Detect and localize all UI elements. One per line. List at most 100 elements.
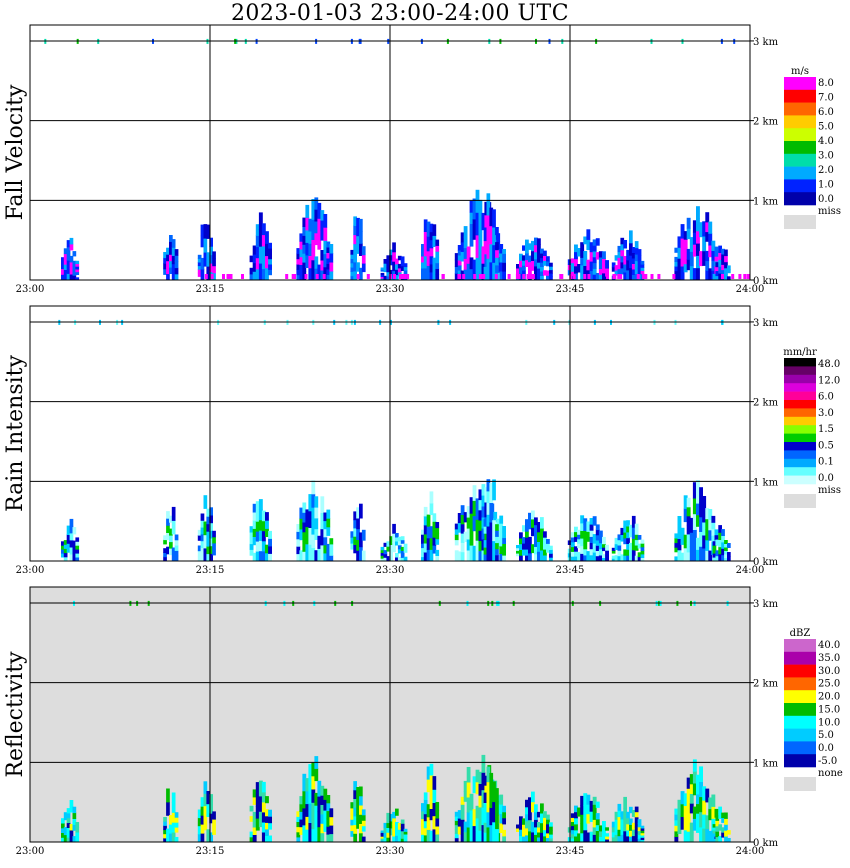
- echo-cell: [714, 256, 719, 262]
- echo-cell: [543, 823, 547, 831]
- echo-cell: [389, 269, 393, 276]
- echo-cell: [534, 834, 538, 843]
- echo-cell: [353, 527, 357, 537]
- echo-cell: [314, 496, 319, 508]
- echo-cell: [614, 811, 619, 820]
- echo-cell: [481, 212, 486, 231]
- echo-cell: [166, 546, 170, 555]
- echo-cell: [423, 243, 428, 257]
- echo-cell: [686, 497, 691, 508]
- echo-cell: [475, 817, 480, 831]
- ground-return: [229, 274, 233, 279]
- echo-cell: [483, 547, 488, 555]
- echo-cell: [423, 543, 428, 553]
- echo-cell: [258, 530, 263, 541]
- echo-cell: [674, 825, 679, 832]
- echo-cell: [457, 513, 462, 524]
- echo-cell: [481, 484, 486, 496]
- echo-cell: [589, 261, 594, 272]
- echo-cell: [460, 811, 465, 820]
- echo-cell: [212, 272, 216, 281]
- echo-cell: [296, 826, 301, 833]
- echo-cell: [423, 834, 428, 843]
- echo-cell: [206, 803, 211, 817]
- echo-cell: [302, 512, 307, 523]
- legend-swatch: [784, 458, 816, 468]
- echo-cell: [395, 822, 399, 830]
- echo-cell: [674, 556, 679, 562]
- echo-cell: [252, 528, 257, 537]
- echo-cell: [583, 542, 588, 550]
- echo-cell: [580, 249, 585, 258]
- legend-swatch: [784, 128, 816, 142]
- echo-cell: [426, 221, 431, 237]
- echo-cell: [586, 832, 591, 843]
- echo-cell: [692, 545, 697, 562]
- echo-cell: [252, 254, 257, 264]
- echo-cell: [580, 545, 585, 554]
- echo-cell: [249, 836, 254, 843]
- echo-cell: [705, 828, 710, 843]
- echo-cell: [543, 537, 547, 544]
- echo-cell: [314, 817, 319, 831]
- echo-cell: [212, 265, 216, 274]
- echo-cell: [326, 552, 331, 562]
- echo-cell: [383, 837, 388, 843]
- echo-cell: [457, 810, 462, 819]
- echo-cell: [626, 836, 630, 843]
- echo-cell: [386, 556, 391, 562]
- echo-cell: [724, 554, 728, 558]
- echo-cell: [329, 262, 334, 272]
- echo-cell: [483, 240, 488, 255]
- echo-cell: [534, 811, 538, 820]
- echo-cell: [617, 545, 622, 551]
- echo-cell: [174, 817, 179, 823]
- echo-cell: [598, 262, 603, 269]
- legend-unit: m/s: [791, 66, 809, 77]
- echo-cell: [598, 251, 603, 258]
- echo-cell: [486, 766, 491, 783]
- echo-cell: [302, 522, 307, 533]
- echo-cell: [171, 802, 176, 813]
- echo-cell: [489, 483, 494, 503]
- echo-cell: [674, 270, 679, 276]
- echo-cell: [463, 531, 468, 542]
- echo-cell: [577, 543, 581, 549]
- echo-cell: [699, 516, 703, 532]
- echo-cell: [702, 221, 707, 237]
- echo-cell: [519, 260, 523, 268]
- ground-return: [619, 274, 623, 279]
- echo-cell: [683, 547, 688, 562]
- echo-cell: [317, 218, 322, 235]
- echo-cell: [577, 529, 581, 535]
- echo-cell: [466, 263, 471, 281]
- echo-cell: [380, 555, 385, 559]
- echo-cell: [311, 520, 316, 535]
- echo-cell: [680, 791, 685, 805]
- echo-cell: [712, 827, 717, 831]
- echo-cell: [589, 251, 594, 262]
- echo-cell: [423, 813, 428, 822]
- echo-cell: [255, 257, 260, 270]
- echo-cell: [432, 828, 437, 843]
- echo-cell: [614, 537, 619, 545]
- echo-cell: [640, 550, 645, 555]
- legend-label: 15.0: [818, 704, 840, 715]
- echo-cell: [258, 540, 263, 552]
- echo-cell: [478, 231, 483, 249]
- echo-cell: [586, 794, 591, 805]
- echo-cell: [435, 274, 440, 281]
- echo-cell: [397, 829, 402, 837]
- echo-cell: [261, 822, 266, 833]
- echo-cell: [499, 523, 504, 532]
- ground-return: [522, 274, 526, 279]
- echo-cell: [212, 530, 216, 538]
- echo-cell: [495, 536, 499, 544]
- echo-cell: [686, 228, 691, 240]
- echo-cell: [496, 233, 501, 242]
- echo-cell: [502, 257, 506, 263]
- echo-cell: [537, 256, 541, 263]
- echo-cell: [209, 522, 213, 531]
- echo-cell: [696, 255, 700, 269]
- echo-cell: [169, 254, 173, 262]
